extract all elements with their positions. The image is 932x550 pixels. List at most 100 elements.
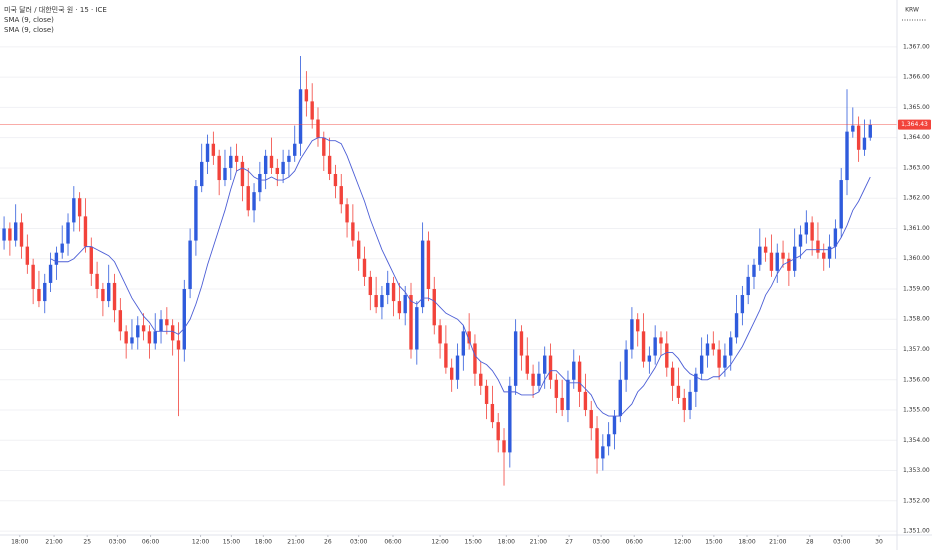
candle-body — [822, 252, 826, 259]
x-tick-label: 30 — [875, 539, 883, 546]
candle-body — [624, 349, 628, 380]
candle-body — [176, 340, 181, 350]
candle-body — [153, 331, 157, 344]
candle-body — [723, 355, 727, 368]
candle-body — [101, 288, 105, 302]
candle-body — [211, 143, 216, 156]
candle-body — [711, 343, 715, 350]
candle-body — [293, 143, 297, 156]
candle-body — [136, 325, 140, 338]
candle-body — [263, 155, 268, 174]
candle-body — [606, 434, 611, 447]
x-tick-label: 18:00 — [498, 539, 515, 546]
x-tick-label: 03:00 — [350, 539, 367, 546]
x-tick-label: 12:00 — [431, 539, 448, 546]
candle-body — [479, 373, 483, 386]
candle-body — [856, 125, 861, 150]
candle-body — [699, 355, 704, 374]
candle-body — [810, 222, 814, 241]
x-tick-label: 18:00 — [255, 539, 272, 546]
candle-body — [205, 143, 210, 162]
candle-body — [165, 319, 169, 326]
candle-body — [281, 161, 285, 174]
candle-body — [8, 228, 12, 241]
candle-body — [345, 204, 349, 223]
candle-body — [781, 252, 785, 259]
price-axis-bg — [897, 0, 932, 550]
y-tick-label: 1,354.00 — [903, 437, 930, 444]
candle-body — [752, 264, 756, 277]
candle-body — [403, 295, 407, 314]
candle-body — [682, 397, 686, 411]
y-tick-label: 1,359.00 — [903, 285, 930, 292]
last-price-box — [898, 119, 931, 130]
candle-body — [48, 264, 53, 283]
candle-body — [420, 240, 425, 308]
candle-body — [89, 246, 93, 274]
x-tick-label: 03:00 — [109, 539, 126, 546]
candle-body — [118, 310, 123, 332]
y-tick-label: 1,361.00 — [903, 225, 930, 232]
candle-body — [170, 325, 175, 341]
candle-body — [60, 243, 64, 253]
candle-body — [548, 355, 553, 380]
y-tick-label: 1,362.00 — [903, 195, 930, 202]
x-tick-label: 18:00 — [11, 539, 28, 546]
candle-body — [595, 428, 599, 459]
x-tick-label: 15:00 — [465, 539, 482, 546]
study-label: SMA (9, close) — [4, 16, 54, 24]
candle-body — [194, 186, 198, 241]
time-axis-bg — [0, 535, 932, 550]
candle-body — [182, 288, 186, 350]
x-tick-label: 06:00 — [384, 539, 401, 546]
x-tick-label: 27 — [565, 539, 573, 546]
candle-body — [339, 186, 343, 205]
candle-body — [54, 252, 59, 265]
candle-body — [473, 343, 477, 374]
candle-body — [147, 331, 152, 344]
candle-body — [432, 288, 436, 326]
candle-body — [670, 367, 675, 386]
x-tick-label: 12:00 — [192, 539, 209, 546]
candle-body — [223, 167, 227, 181]
candle-body — [287, 155, 291, 162]
candle-body — [566, 379, 570, 411]
candle-body — [653, 337, 657, 356]
candle-body — [449, 367, 454, 380]
candle-body — [694, 373, 698, 392]
x-tick-label: 03:00 — [592, 539, 609, 546]
candle-body — [252, 192, 256, 211]
chart-title: 미국 달러 / 대한민국 원 · 15 · ICE — [4, 5, 107, 14]
sma-line — [50, 137, 871, 417]
candle-body — [159, 319, 163, 332]
candle-body — [217, 155, 221, 181]
x-tick-label: 28 — [806, 539, 814, 546]
candle-body — [734, 313, 739, 338]
candle-body — [13, 222, 18, 241]
candle-body — [851, 125, 855, 132]
candle-body — [188, 240, 192, 289]
candle-body — [688, 391, 692, 411]
x-tick-label: 12:00 — [674, 539, 691, 546]
x-tick-label: 15:00 — [705, 539, 722, 546]
candle-body — [374, 295, 378, 308]
candle-body — [531, 373, 535, 386]
y-tick-label: 1,366.00 — [903, 74, 930, 81]
candle-body — [769, 252, 774, 271]
candle-body — [618, 379, 622, 417]
study-label: SMA (9, close) — [4, 26, 54, 34]
y-tick-label: 1,352.00 — [903, 497, 930, 504]
y-tick-label: 1,367.00 — [903, 43, 930, 50]
candle-body — [130, 337, 134, 344]
candle-body — [665, 343, 669, 368]
candle-body — [2, 228, 6, 241]
candle-body — [845, 131, 849, 181]
x-tick-label: 06:00 — [626, 539, 643, 546]
candle-body — [391, 282, 396, 302]
candle-body — [502, 440, 506, 453]
candle-body — [798, 234, 803, 247]
candle-body — [362, 258, 367, 277]
candle-body — [240, 161, 245, 187]
candle-body — [746, 276, 750, 296]
